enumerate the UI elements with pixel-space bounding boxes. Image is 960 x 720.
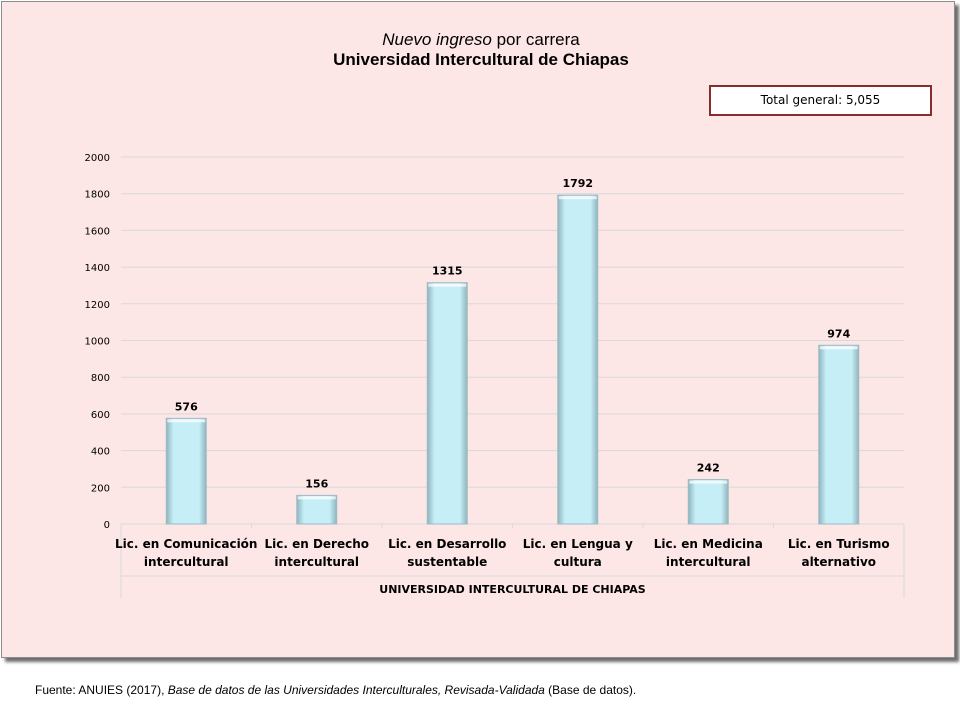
category-label: Lic. en Turismo bbox=[788, 537, 890, 551]
bar bbox=[296, 494, 338, 525]
data-label: 156 bbox=[305, 477, 328, 490]
y-tick-label: 2000 bbox=[85, 153, 110, 164]
y-tick-label: 1400 bbox=[85, 263, 110, 274]
bar bbox=[426, 282, 468, 525]
category-label: Lic. en Lengua y bbox=[523, 537, 633, 551]
data-label: 974 bbox=[827, 327, 850, 340]
data-label: 1315 bbox=[432, 265, 463, 278]
bar bbox=[687, 479, 729, 525]
y-tick-label: 1600 bbox=[85, 226, 110, 237]
chart-subtitle: Universidad Intercultural de Chiapas bbox=[333, 50, 629, 69]
source-italic: Base de datos de las Universidades Inter… bbox=[167, 683, 545, 697]
category-label: Lic. en Medicina bbox=[654, 537, 763, 551]
y-tick-label: 0 bbox=[104, 520, 110, 531]
category-label: alternativo bbox=[801, 555, 876, 569]
category-label: intercultural bbox=[274, 555, 359, 569]
chart-title-italic: Nuevo ingreso bbox=[382, 30, 492, 49]
category-label: intercultural bbox=[144, 555, 229, 569]
category-label: Lic. en Desarrollo bbox=[388, 537, 506, 551]
x-axis-label: UNIVERSIDAD INTERCULTURAL DE CHIAPAS bbox=[379, 583, 646, 596]
bar-highlight bbox=[689, 480, 728, 484]
source-prefix: Fuente: ANUIES (2017), bbox=[35, 683, 168, 697]
data-label: 576 bbox=[175, 400, 198, 413]
chart-title-rest: por carrera bbox=[491, 30, 580, 49]
bar-highlight bbox=[558, 196, 597, 200]
bars bbox=[165, 194, 860, 525]
bar bbox=[818, 344, 860, 525]
category-label: Lic. en Derecho bbox=[264, 537, 369, 551]
y-tick-label: 1200 bbox=[85, 300, 110, 311]
data-label: 242 bbox=[697, 462, 720, 475]
bar-highlight bbox=[167, 419, 206, 423]
bar bbox=[557, 194, 599, 525]
category-label: sustentable bbox=[407, 555, 487, 569]
y-tick-label: 1000 bbox=[85, 337, 110, 348]
bar-highlight bbox=[819, 346, 858, 350]
chart-title: Nuevo ingreso por carrera Universidad In… bbox=[0, 30, 960, 70]
y-tick-label: 400 bbox=[91, 447, 110, 458]
total-general-box: Total general: 5,055 bbox=[709, 85, 932, 116]
category-label: cultura bbox=[554, 555, 602, 569]
chart-title-line1: Nuevo ingreso por carrera bbox=[0, 30, 960, 50]
y-tick-label: 1800 bbox=[85, 190, 110, 201]
category-label: Lic. en Comunicación bbox=[115, 537, 257, 551]
labels: 0 200 400 600 800 1000 1200 1400 1600 1800 2000 576… bbox=[85, 153, 890, 596]
data-label: 1792 bbox=[562, 177, 593, 190]
y-tick-label: 200 bbox=[91, 483, 110, 494]
y-tick-label: 800 bbox=[91, 373, 110, 384]
source-note: Fuente: ANUIES (2017), Base de datos de … bbox=[35, 683, 636, 697]
bar bbox=[165, 417, 207, 525]
category-label: intercultural bbox=[666, 555, 751, 569]
y-tick-label: 600 bbox=[91, 410, 110, 421]
bar-highlight bbox=[297, 496, 336, 500]
grid-lines bbox=[121, 156, 904, 488]
source-suffix: (Base de datos). bbox=[544, 683, 637, 697]
axes bbox=[120, 523, 905, 598]
bar-highlight bbox=[428, 283, 467, 287]
